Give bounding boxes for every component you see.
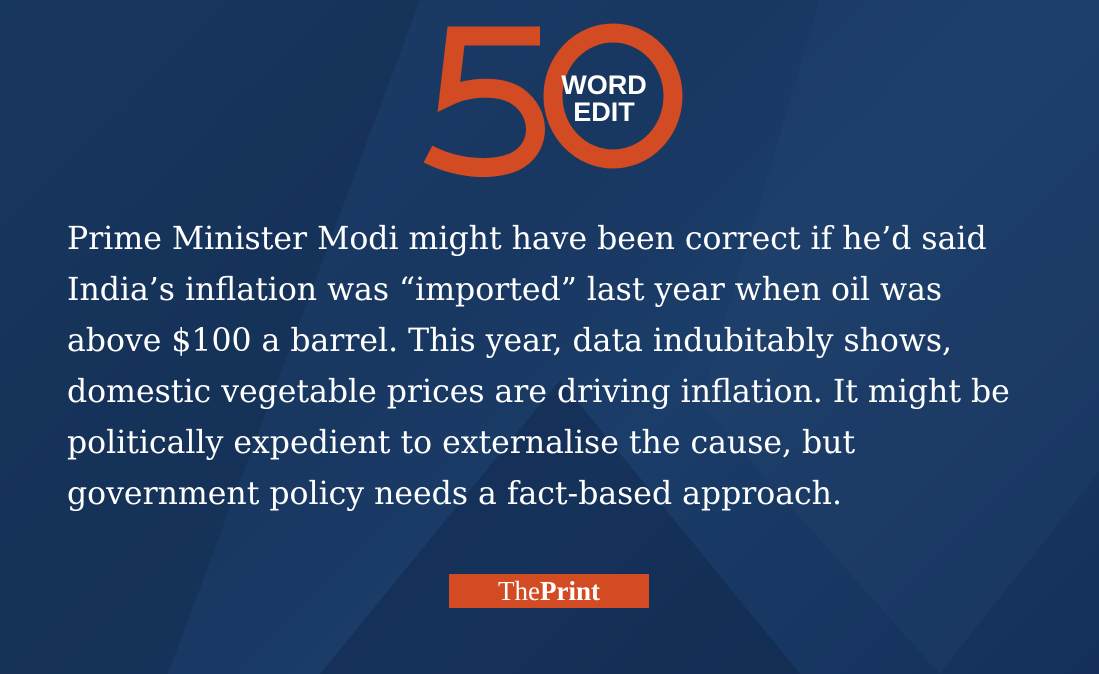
badge-edit: EDIT — [573, 97, 635, 127]
logo-digit-zero — [543, 23, 683, 169]
text-line: Prime Minister Modi might have been corr… — [67, 221, 987, 257]
brand-prefix: The — [498, 576, 540, 606]
text-line: domestic vegetable prices are driving in… — [67, 374, 1010, 410]
fifty-logo-graphic — [423, 23, 683, 178]
badge-word: WORD — [561, 70, 647, 100]
text-line: politically expedient to externalise the… — [67, 425, 856, 461]
text-line: above $100 a barrel. This year, data ind… — [67, 323, 953, 359]
editorial-text: Prime Minister Modi might have been corr… — [67, 214, 1010, 520]
theprint-logo: ThePrint — [449, 574, 649, 608]
text-line: government policy needs a fact-based app… — [67, 476, 842, 512]
brand-name: Print — [539, 576, 600, 606]
logo-badge: WORD EDIT — [548, 72, 660, 126]
text-line: India’s inflation was “imported” last ye… — [67, 272, 943, 308]
logo-digit-five — [423, 26, 545, 178]
